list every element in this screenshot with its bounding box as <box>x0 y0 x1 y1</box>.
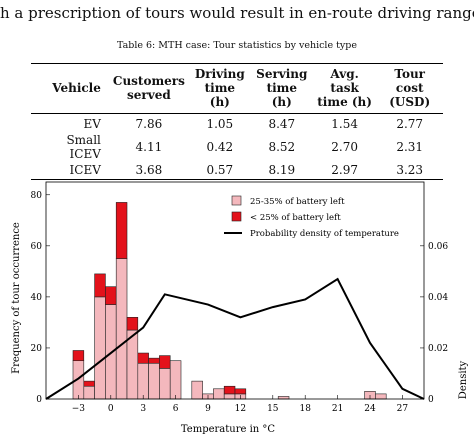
header-customers-served: Customers served <box>108 63 189 114</box>
table-row: EV 7.86 1.05 8.47 1.54 2.77 <box>31 114 443 133</box>
y-tick-label: 80 <box>31 191 43 201</box>
x-tick-label: 6 <box>173 404 179 414</box>
header-vehicle: Vehicle <box>31 63 109 114</box>
x-tick-label: 3 <box>140 404 146 414</box>
bar-dark <box>115 202 128 259</box>
bar-dark <box>137 352 149 364</box>
table-header-row: Vehicle Customers served Driving time (h) … <box>31 63 443 114</box>
legend-swatch-dark <box>231 211 242 222</box>
table-cell: 0.42 <box>206 140 234 154</box>
bar-light <box>169 360 182 400</box>
y2-tick-label: 0.06 <box>428 242 448 252</box>
x-tick-label: 12 <box>235 404 246 414</box>
table-cell: 2.70 <box>331 140 358 154</box>
legend: 25-35% of battery left < 25% of battery l… <box>224 195 399 239</box>
table-cell: 0.57 <box>188 162 251 180</box>
y2-tick-label: 0.04 <box>428 293 448 303</box>
bars-layer <box>72 202 387 400</box>
body-text-line: h a prescription of tours would result i… <box>0 4 474 22</box>
table-cell: 7.86 <box>135 117 163 131</box>
bar-light <box>213 388 225 400</box>
table-cell: 3.68 <box>108 162 189 180</box>
table-cell: 4.11 <box>135 140 163 154</box>
legend-label-density: Probability density of temperature <box>250 229 399 239</box>
table-cell: 2.31 <box>396 140 424 154</box>
tour-statistics-table: Vehicle Customers served Driving time (h) … <box>31 63 443 180</box>
density-curve-line <box>45 277 425 400</box>
table-cell: 8.52 <box>268 140 296 154</box>
bar-light <box>159 368 171 400</box>
x-tick-label: 21 <box>332 404 343 414</box>
table-cell-vehicle: ICEV <box>31 162 109 180</box>
bar-light <box>105 304 117 400</box>
y2-tick-label: 0.02 <box>428 344 448 354</box>
y2-axis-label: Density <box>458 360 469 399</box>
y-tick-label: 0 <box>36 395 42 405</box>
table-cell: 1.54 <box>331 117 358 131</box>
header-driving-time: Driving time (h) <box>188 63 251 114</box>
x-tick-label: 9 <box>205 404 211 414</box>
y-axis-label: Frequency of tour occurrence <box>11 222 22 374</box>
table-cell-vehicle: EV <box>83 117 101 131</box>
bar-dark <box>126 317 139 331</box>
header-avg-task-time: Avg. task time (h) <box>312 63 377 114</box>
temperature-histogram-chart: −3 0 3 6 9 12 15 18 21 24 27 0 20 40 60 80 0 0.02 0.04 0.06… <box>11 181 469 435</box>
axes-layer: −3 0 3 6 9 12 15 18 21 24 27 0 20 40 60 80 0 0.02 0.04 0.06 <box>31 181 448 414</box>
table-cell: 2.77 <box>396 117 424 131</box>
table-cell: 1.05 <box>206 117 234 131</box>
x-tick-label: 18 <box>299 404 311 414</box>
y-tick-label: 40 <box>31 293 43 303</box>
bar-light <box>83 385 95 400</box>
header-tour-cost: Tour cost (USD) <box>376 63 443 114</box>
bar-light <box>137 362 149 400</box>
table-cell-vehicle: Small ICEV <box>66 133 101 161</box>
bar-dark <box>159 355 171 369</box>
x-axis-label: Temperature in °C <box>181 424 276 435</box>
table-row: ICEV 3.68 0.57 8.19 2.97 3.23 <box>31 162 443 180</box>
bar-light <box>191 380 203 400</box>
x-tick-label: 0 <box>108 404 114 414</box>
x-tick-label: 15 <box>267 404 279 414</box>
bar-dark <box>94 273 106 298</box>
table-caption: Table 6: MTH case: Tour statistics by ve… <box>116 40 358 51</box>
bar-dark <box>83 380 95 387</box>
bar-dark <box>105 286 117 305</box>
plot-frame <box>45 181 425 400</box>
legend-label-dark: < 25% of battery left <box>250 213 341 223</box>
bar-light <box>115 258 128 400</box>
y-tick-label: 60 <box>31 242 43 252</box>
bar-dark <box>234 388 247 395</box>
table-cell: 8.19 <box>250 162 313 180</box>
legend-swatch-light <box>231 195 242 206</box>
table-cell: 8.47 <box>268 117 296 131</box>
header-serving-time: Serving time (h) <box>250 63 313 114</box>
table-row: Small ICEV 4.11 0.42 8.52 2.70 2.31 <box>31 132 443 162</box>
bar-light <box>223 393 236 400</box>
x-tick-label: 27 <box>397 404 409 414</box>
x-tick-label: 24 <box>364 404 376 414</box>
density-curve-layer <box>45 277 425 400</box>
bar-light <box>375 393 387 400</box>
table-cell: 3.23 <box>376 162 443 180</box>
x-tick-label: −3 <box>72 404 86 414</box>
bar-dark <box>148 357 160 364</box>
bar-light <box>126 329 139 400</box>
bar-dark <box>72 350 85 362</box>
legend-label-light: 25-35% of battery left <box>250 197 345 207</box>
y-tick-label: 20 <box>31 344 43 354</box>
bar-light <box>148 362 160 400</box>
bar-dark <box>223 385 236 395</box>
table-cell: 2.97 <box>312 162 377 180</box>
bar-light <box>94 296 106 400</box>
y2-tick-label: 0 <box>428 395 434 405</box>
